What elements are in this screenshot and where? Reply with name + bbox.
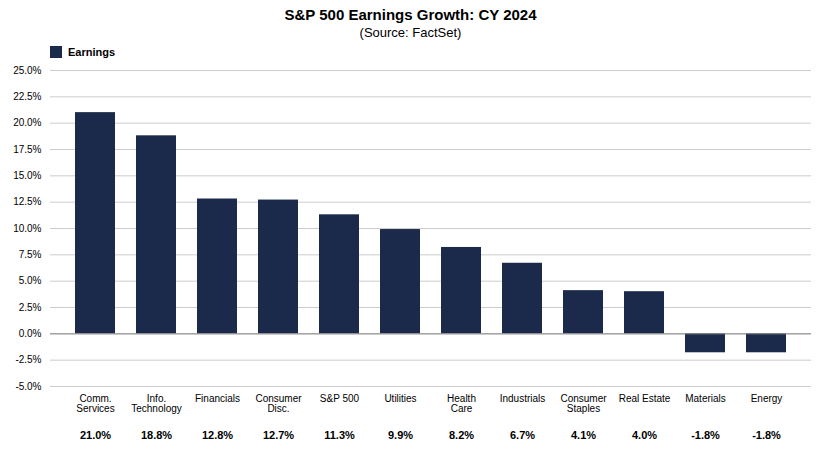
html-text:S&P 500 Earnings Growth: CY 20: S&P 500 Earnings Growth: CY 2024 (284, 6, 537, 23)
svg-text:Utilities: Utilities (384, 393, 416, 404)
svg-text:Energy: Energy (751, 393, 783, 404)
svg-text:20.0%: 20.0% (13, 117, 41, 128)
svg-text:2.5%: 2.5% (19, 302, 42, 313)
svg-text:0.0%: 0.0% (19, 328, 42, 339)
svg-text:25.0%: 25.0% (13, 65, 41, 76)
svg-text:-1.8%: -1.8% (691, 429, 720, 441)
svg-text:12.8%: 12.8% (202, 429, 233, 441)
svg-text:-5.0%: -5.0% (15, 381, 41, 392)
svg-text:6.7%: 6.7% (510, 429, 535, 441)
svg-text:15.0%: 15.0% (13, 170, 41, 181)
svg-text:S&P 500: S&P 500 (320, 393, 360, 404)
svg-text:7.5%: 7.5% (19, 249, 42, 260)
svg-text:12.7%: 12.7% (263, 429, 294, 441)
html-text:(Source: FactSet): (Source: FactSet) (359, 25, 462, 40)
svg-text:-2.5%: -2.5% (15, 354, 41, 365)
svg-text:ConsumerDisc.: ConsumerDisc. (255, 393, 302, 414)
svg-text:Comm.Services: Comm.Services (76, 393, 114, 414)
svg-text:8.2%: 8.2% (449, 429, 474, 441)
svg-text:21.0%: 21.0% (80, 429, 111, 441)
svg-text:-1.8%: -1.8% (752, 429, 781, 441)
svg-text:HealthCare: HealthCare (447, 393, 476, 414)
svg-text:Industrials: Industrials (500, 393, 546, 404)
svg-text:18.8%: 18.8% (141, 429, 172, 441)
svg-text:12.5%: 12.5% (13, 196, 41, 207)
svg-text:4.1%: 4.1% (571, 429, 596, 441)
svg-text:5.0%: 5.0% (19, 275, 42, 286)
svg-text:ConsumerStaples: ConsumerStaples (560, 393, 607, 414)
svg-text:Materials: Materials (685, 393, 726, 404)
svg-text:10.0%: 10.0% (13, 223, 41, 234)
svg-text:Info.Technology: Info.Technology (131, 393, 182, 414)
svg-text:Financials: Financials (195, 393, 240, 404)
svg-text:4.0%: 4.0% (632, 429, 657, 441)
svg-text:22.5%: 22.5% (13, 91, 41, 102)
svg-text:Real Estate: Real Estate (619, 393, 671, 404)
html-text:Earnings: Earnings (68, 46, 116, 58)
svg-text:9.9%: 9.9% (388, 429, 413, 441)
svg-text:11.3%: 11.3% (324, 429, 355, 441)
svg-text:17.5%: 17.5% (13, 144, 41, 155)
